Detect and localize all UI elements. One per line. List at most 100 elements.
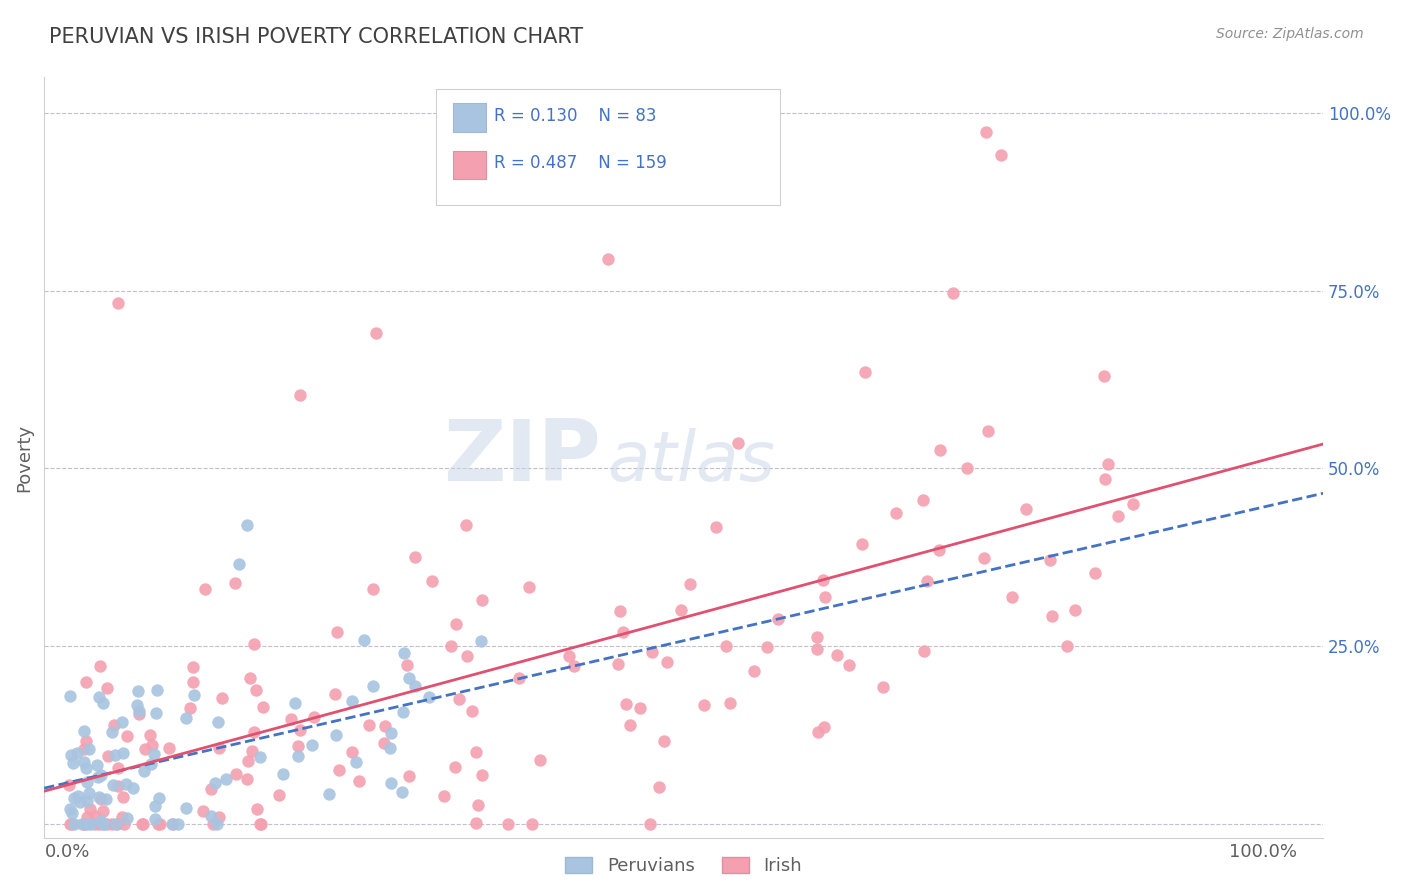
Point — [105, 816, 128, 830]
Point — [107, 296, 129, 310]
Point — [654, 734, 676, 748]
Text: PERUVIAN VS IRISH POVERTY CORRELATION CHART: PERUVIAN VS IRISH POVERTY CORRELATION CH… — [49, 27, 583, 46]
Point — [470, 633, 492, 648]
Point — [179, 700, 201, 714]
Point — [287, 749, 309, 764]
Point — [366, 326, 388, 341]
Point — [80, 816, 103, 830]
Point — [851, 537, 873, 551]
Point — [461, 704, 484, 718]
Point — [215, 772, 238, 786]
Point — [86, 757, 108, 772]
Point — [398, 671, 420, 685]
Point — [149, 816, 172, 830]
Point — [115, 777, 138, 791]
Point — [110, 810, 132, 824]
Point — [1014, 502, 1036, 516]
Point — [167, 816, 190, 830]
Point — [392, 646, 415, 660]
Point — [72, 816, 94, 830]
Point — [464, 745, 486, 759]
Point — [398, 769, 420, 783]
Point — [132, 764, 155, 778]
Point — [607, 657, 630, 671]
Point — [418, 690, 440, 704]
Point — [76, 774, 98, 789]
Point — [558, 649, 581, 664]
Point — [562, 659, 585, 673]
Point — [96, 816, 118, 830]
Point — [280, 712, 302, 726]
Point — [132, 816, 155, 830]
Point — [1039, 553, 1062, 567]
Point — [942, 286, 965, 301]
Point — [107, 761, 129, 775]
Point — [456, 517, 478, 532]
Point — [361, 582, 384, 596]
Point — [956, 461, 979, 475]
Point — [420, 574, 443, 589]
Point — [287, 739, 309, 754]
Point — [134, 742, 156, 756]
Point — [101, 778, 124, 792]
Point — [200, 782, 222, 797]
Point — [66, 789, 89, 804]
Point — [342, 693, 364, 707]
Point — [89, 690, 111, 704]
Point — [328, 763, 350, 777]
Point — [318, 788, 340, 802]
Point — [245, 682, 267, 697]
Point — [77, 786, 100, 800]
Text: Source: ZipAtlas.com: Source: ZipAtlas.com — [1216, 27, 1364, 41]
Point — [141, 738, 163, 752]
Point — [157, 741, 180, 756]
Point — [641, 645, 664, 659]
Point — [340, 745, 363, 759]
Point — [174, 800, 197, 814]
Point — [714, 639, 737, 653]
Point — [236, 754, 259, 768]
Point — [517, 581, 540, 595]
Point — [456, 648, 478, 663]
Point — [87, 790, 110, 805]
Point — [59, 816, 82, 830]
Point — [207, 714, 229, 729]
Point — [83, 809, 105, 823]
Point — [115, 729, 138, 743]
Point — [112, 816, 135, 830]
Text: R = 0.487    N = 159: R = 0.487 N = 159 — [494, 154, 666, 172]
Point — [128, 704, 150, 718]
Point — [236, 772, 259, 786]
Point — [202, 816, 225, 830]
Point — [396, 658, 419, 673]
Point — [496, 816, 519, 830]
Point — [60, 747, 83, 762]
Point — [87, 770, 110, 784]
Point — [1122, 497, 1144, 511]
Point — [380, 740, 402, 755]
Point — [143, 812, 166, 826]
Point — [107, 779, 129, 793]
Point — [63, 790, 86, 805]
Point — [756, 640, 779, 654]
Point — [973, 551, 995, 566]
Point — [1084, 566, 1107, 580]
Point — [139, 729, 162, 743]
Legend: Peruvians, Irish: Peruvians, Irish — [558, 849, 810, 882]
Point — [142, 747, 165, 761]
Point — [112, 789, 135, 804]
Point — [520, 816, 543, 830]
Point — [1092, 369, 1115, 384]
Point — [204, 776, 226, 790]
Point — [872, 681, 894, 695]
Point — [440, 640, 463, 654]
Point — [727, 436, 749, 450]
Point — [648, 780, 671, 795]
Point — [444, 617, 467, 632]
Point — [58, 778, 80, 792]
Point — [886, 507, 908, 521]
Point — [433, 789, 456, 804]
Point — [915, 574, 938, 589]
Text: atlas: atlas — [607, 428, 775, 495]
Point — [471, 592, 494, 607]
